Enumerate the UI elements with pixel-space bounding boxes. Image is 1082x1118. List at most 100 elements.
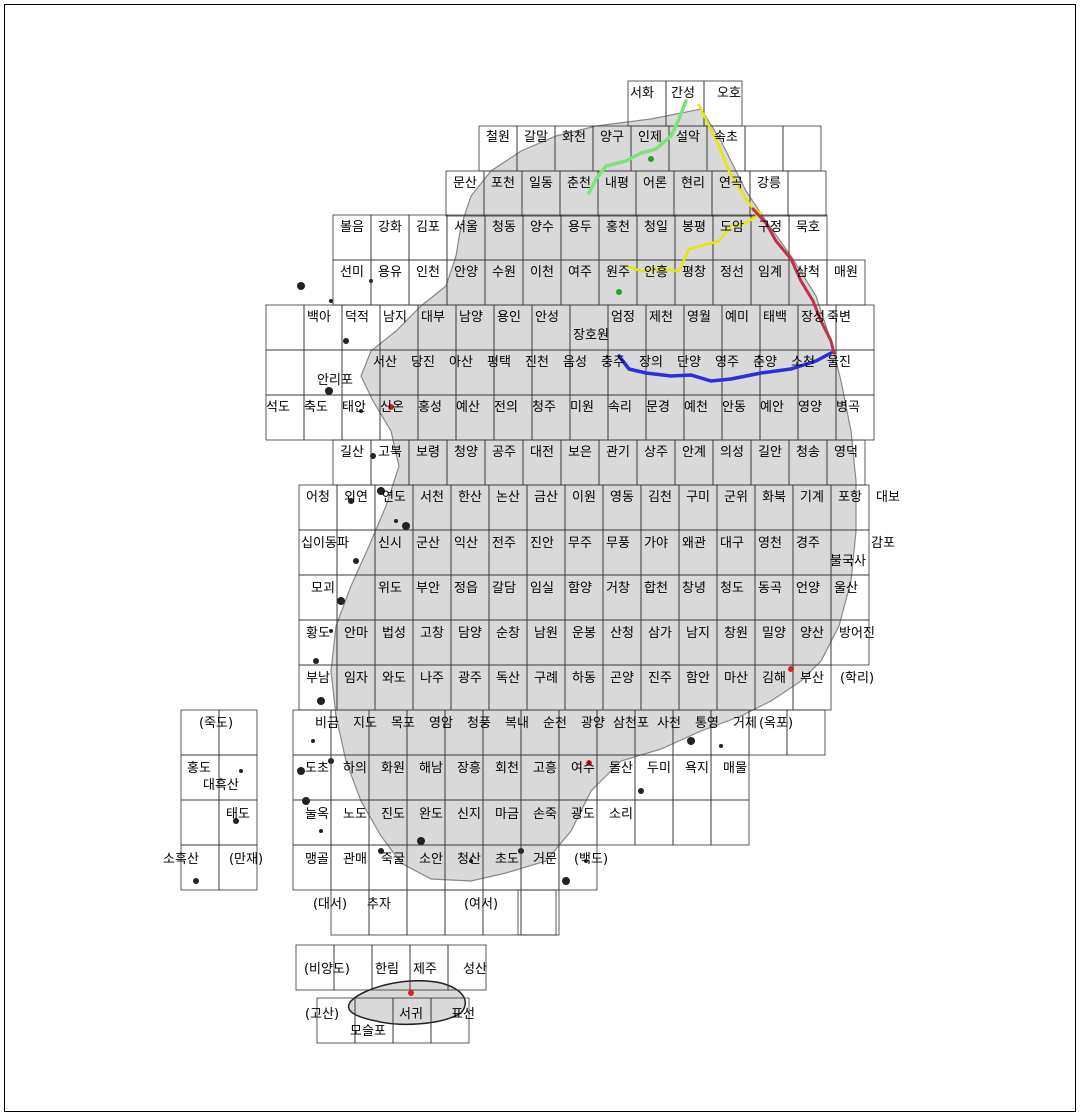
sheet-label: 곤양 — [610, 671, 634, 686]
island-mark — [469, 859, 473, 863]
sheet-label: 청송 — [796, 445, 820, 460]
sheet-label: 남양 — [459, 310, 483, 325]
sheet-label: 영덕 — [834, 445, 858, 460]
sheet-label: (죽도) — [199, 716, 233, 731]
sheet-label: 십이동파 — [301, 536, 349, 551]
sheet-label: 삼가 — [648, 626, 672, 641]
sheet-label: 현리 — [681, 176, 705, 191]
sheet-cell — [744, 125, 784, 172]
sheet-label: 구정 — [758, 220, 782, 235]
island-mark — [325, 387, 333, 395]
sheet-label: 단양 — [677, 355, 701, 370]
sheet-label: 속리 — [608, 400, 632, 415]
sheet-label: 서화 — [630, 86, 654, 101]
marker-green — [616, 289, 622, 295]
sheet-label: 아산 — [449, 355, 473, 370]
sheet-label: 제주 — [413, 962, 437, 977]
sheet-label: 표선 — [451, 1007, 475, 1022]
sheet-label: 함안 — [686, 671, 710, 686]
sheet-label: 청도 — [720, 581, 744, 596]
sheet-label: 평택 — [487, 355, 511, 370]
sheet-label: 안흥 — [644, 265, 668, 280]
sheet-label: 황도 — [306, 626, 330, 641]
sheet-label: 마금 — [495, 807, 519, 822]
sheet-cell — [558, 844, 598, 891]
sheet-label: 양수 — [530, 220, 554, 235]
sheet-label: 문산 — [453, 176, 477, 191]
sheet-label: 왜관 — [682, 536, 706, 551]
sheet-label: (학리) — [840, 671, 874, 686]
sheet-label: 여수 — [571, 761, 595, 776]
island-mark — [394, 519, 398, 523]
marker-red — [408, 990, 414, 996]
sheet-label: 신지 — [457, 807, 481, 822]
sheet-label: 무풍 — [606, 536, 630, 551]
sheet-label: 대보 — [876, 490, 900, 505]
sheet-label: 여주 — [568, 265, 592, 280]
sheet-label: 영주 — [715, 355, 739, 370]
sheet-label: 남지 — [686, 626, 710, 641]
sheet-label: 진주 — [648, 671, 672, 686]
sheet-label: 예미 — [725, 310, 749, 325]
sheet-label: 강화 — [378, 220, 402, 235]
sheet-label: 회천 — [495, 761, 519, 776]
sheet-label: 장성 — [801, 310, 825, 325]
sheet-label: 설악 — [676, 130, 700, 145]
sheet-label: 소안 — [419, 852, 443, 867]
sheet-label: 한림 — [375, 962, 399, 977]
sheet-label: 연곡 — [719, 176, 743, 191]
sheet-label: 속초 — [714, 130, 738, 145]
sheet-label: (대서) — [313, 897, 347, 912]
sheet-label: 소천 — [791, 355, 815, 370]
sheet-label: 소리 — [609, 807, 633, 822]
sheet-label: 양산 — [800, 626, 824, 641]
sheet-label: 도초 — [305, 761, 329, 776]
sheet-label: 고창 — [420, 626, 444, 641]
sheet-label: 나주 — [420, 671, 444, 686]
island-mark — [370, 453, 376, 459]
sheet-label: 삼척 — [796, 265, 820, 280]
sheet-label: 전주 — [492, 536, 516, 551]
sheet-label: 평창 — [682, 265, 706, 280]
sheet-label: 화북 — [762, 490, 786, 505]
sheet-label: 문경 — [646, 400, 670, 415]
sheet-label: 대구 — [720, 536, 744, 551]
sheet-label: 군산 — [416, 536, 440, 551]
sheet-label: 두미 — [647, 761, 671, 776]
sheet-label: 구미 — [686, 490, 710, 505]
sheet-label: 정읍 — [454, 581, 478, 596]
island-mark — [719, 744, 723, 748]
sheet-label: 연도 — [382, 490, 406, 505]
sheet-label: 병곡 — [836, 400, 860, 415]
sheet-label: 하동 — [572, 671, 596, 686]
sheet-label: 공주 — [492, 445, 516, 460]
sheet-label: 부남 — [306, 671, 330, 686]
sheet-label: 한산 — [458, 490, 482, 505]
sheet-label: 거제 — [733, 716, 757, 731]
sheet-label: 서산 — [373, 355, 397, 370]
sheet-cell — [787, 170, 827, 217]
sheet-label: 용두 — [568, 220, 592, 235]
sheet-label: (비양도) — [304, 962, 350, 977]
sheet-label: 대전 — [530, 445, 554, 460]
sheet-label: 청동 — [492, 220, 516, 235]
sheet-cell — [447, 944, 487, 991]
sheet-label: 창녕 — [682, 581, 706, 596]
sheet-label: 갈담 — [492, 581, 516, 596]
island-mark — [193, 878, 199, 884]
sheet-label: 홍천 — [606, 220, 630, 235]
sheet-label: 의성 — [720, 445, 744, 460]
route-green — [587, 99, 688, 195]
island-mark — [319, 829, 323, 833]
island-mark — [297, 282, 305, 290]
sheet-label: 남원 — [534, 626, 558, 641]
sheet-label: 법성 — [382, 626, 406, 641]
sheet-cell — [520, 889, 560, 936]
route-blue — [617, 351, 833, 383]
sheet-label: 울산 — [834, 581, 858, 596]
sheet-label: 청산 — [457, 852, 481, 867]
sheet-cell — [786, 709, 826, 756]
sheet-label: 함양 — [568, 581, 592, 596]
sheet-label: 김포 — [416, 220, 440, 235]
sheet-label: 간성 — [671, 86, 695, 101]
